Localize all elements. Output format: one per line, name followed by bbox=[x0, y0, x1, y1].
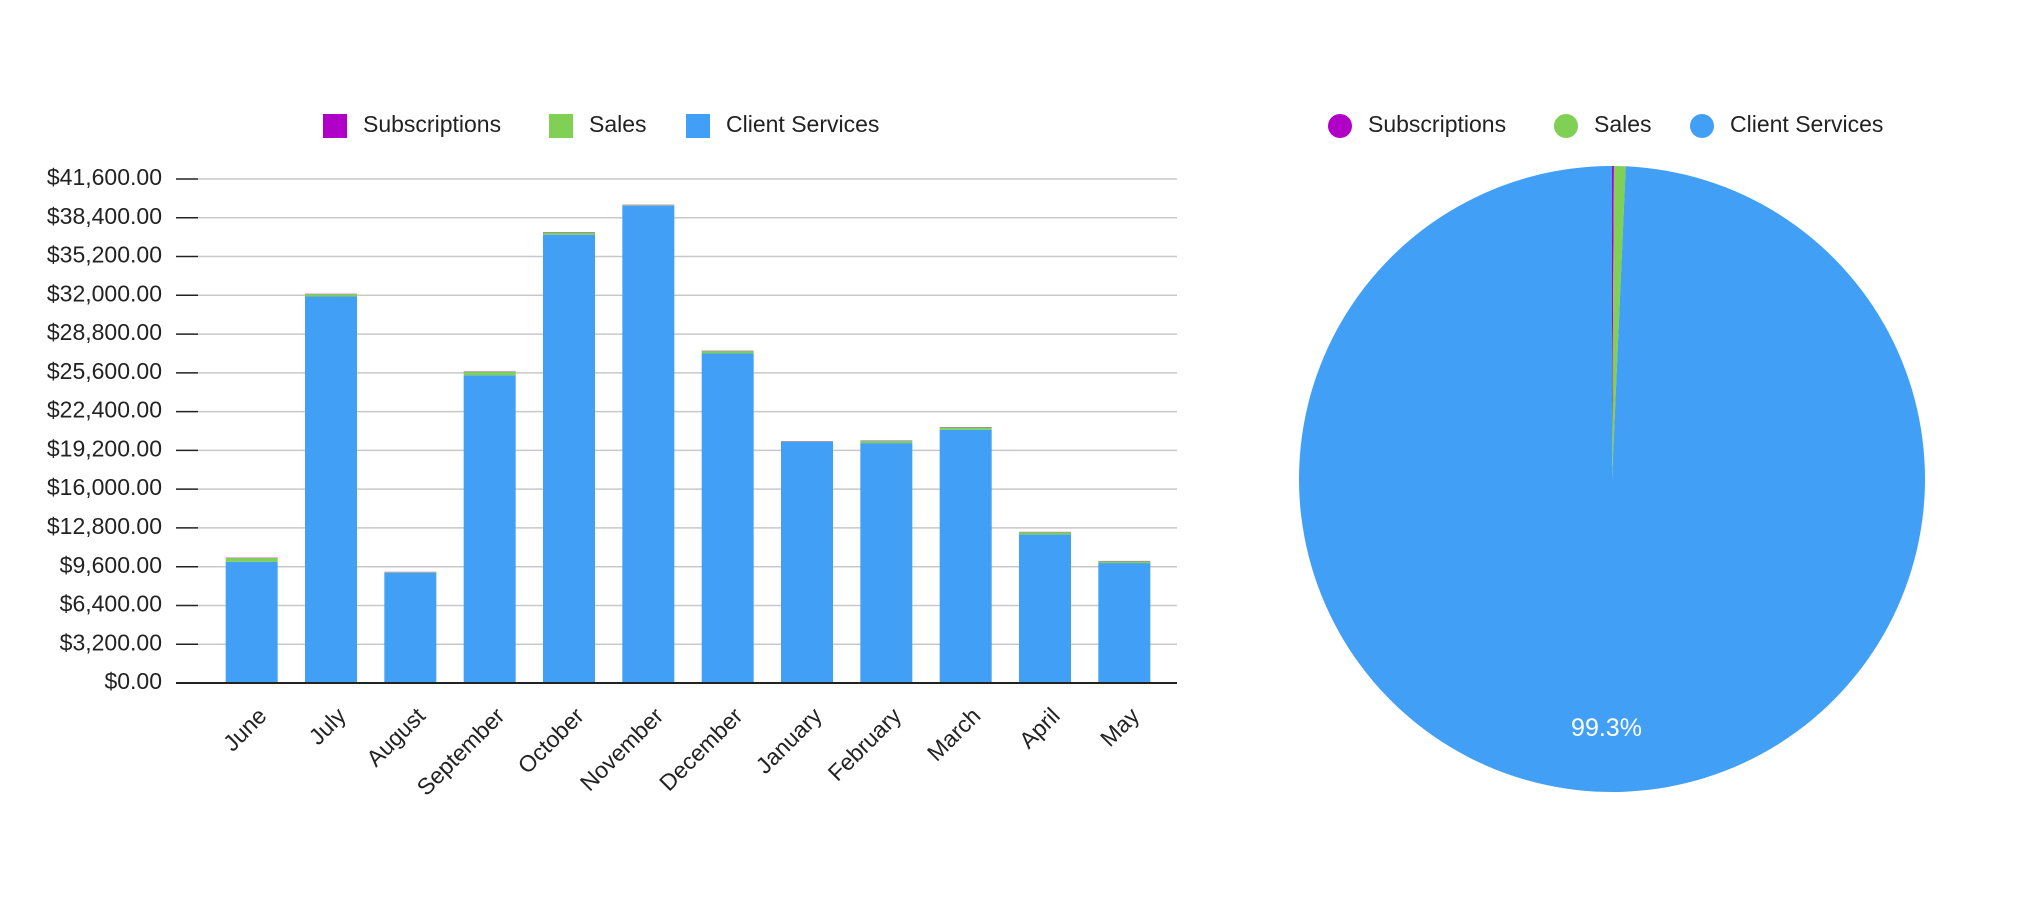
legend-swatch bbox=[1690, 114, 1714, 138]
x-tick-label: June bbox=[218, 702, 272, 756]
x-tick-label: November bbox=[575, 702, 669, 796]
legend-swatch bbox=[686, 114, 710, 138]
bar-segment bbox=[1098, 563, 1151, 683]
legend-swatch bbox=[1328, 114, 1352, 138]
bar-segment bbox=[225, 561, 278, 683]
y-tick-label: $3,200.00 bbox=[60, 629, 162, 655]
x-tick-label: February bbox=[823, 702, 907, 786]
bar-segment bbox=[701, 351, 754, 354]
y-tick-label: $0.00 bbox=[104, 668, 162, 694]
legend-label: Subscriptions bbox=[363, 111, 501, 137]
bar-segment bbox=[781, 441, 833, 442]
y-tick-label: $12,800.00 bbox=[47, 513, 162, 539]
pie-slice bbox=[1612, 166, 1626, 480]
bar-segment bbox=[225, 557, 278, 562]
legend-label: Client Services bbox=[1730, 111, 1883, 137]
bar-segment bbox=[305, 294, 357, 297]
bar-segment bbox=[463, 371, 516, 376]
y-tick-label: $19,200.00 bbox=[47, 435, 162, 461]
legend-swatch bbox=[323, 114, 347, 138]
y-tick-label: $22,400.00 bbox=[47, 397, 162, 423]
legend-label: Sales bbox=[589, 111, 647, 137]
bar-segment bbox=[860, 443, 913, 683]
bar-segment bbox=[939, 427, 992, 430]
legend-label: Subscriptions bbox=[1368, 111, 1506, 137]
y-tick-label: $25,600.00 bbox=[47, 358, 162, 384]
pie-slice bbox=[1612, 166, 1614, 479]
bar-segment bbox=[939, 429, 992, 683]
y-tick-label: $28,800.00 bbox=[47, 319, 162, 345]
bar-segment bbox=[860, 440, 913, 444]
y-tick-label: $32,000.00 bbox=[47, 280, 162, 306]
x-tick-label: October bbox=[513, 702, 589, 778]
bar-segment bbox=[622, 205, 675, 206]
legend-swatch bbox=[549, 114, 573, 138]
y-tick-label: $9,600.00 bbox=[60, 552, 162, 578]
x-tick-label: January bbox=[751, 702, 828, 779]
bar-segment bbox=[384, 572, 437, 573]
bar-segment bbox=[305, 296, 357, 683]
x-tick-label: May bbox=[1095, 702, 1144, 751]
y-tick-label: $41,600.00 bbox=[47, 164, 162, 190]
bar-segment bbox=[622, 205, 675, 683]
x-tick-label: July bbox=[304, 702, 352, 750]
bar-segment bbox=[384, 572, 437, 683]
bar-segment bbox=[1019, 534, 1071, 683]
slice-label: 99.3% bbox=[1571, 714, 1642, 742]
legend-swatch bbox=[1554, 114, 1578, 138]
bar-segment bbox=[463, 375, 516, 683]
y-tick-label: $38,400.00 bbox=[47, 203, 162, 229]
bar-segment bbox=[781, 441, 833, 683]
x-tick-label: March bbox=[922, 702, 986, 766]
legend-label: Client Services bbox=[726, 111, 879, 137]
x-tick-label: August bbox=[361, 702, 430, 771]
bar-segment bbox=[543, 234, 595, 683]
bar-segment bbox=[1098, 561, 1151, 564]
pie-slice bbox=[1298, 166, 1925, 792]
legend-label: Sales bbox=[1594, 111, 1652, 137]
y-tick-label: $35,200.00 bbox=[47, 242, 162, 268]
bar-segment bbox=[1019, 532, 1071, 535]
y-tick-label: $16,000.00 bbox=[47, 474, 162, 500]
x-tick-label: April bbox=[1014, 702, 1065, 753]
y-tick-label: $6,400.00 bbox=[60, 591, 162, 617]
x-tick-label: December bbox=[654, 702, 748, 796]
bar-segment bbox=[701, 353, 754, 683]
bar-segment bbox=[543, 232, 595, 235]
